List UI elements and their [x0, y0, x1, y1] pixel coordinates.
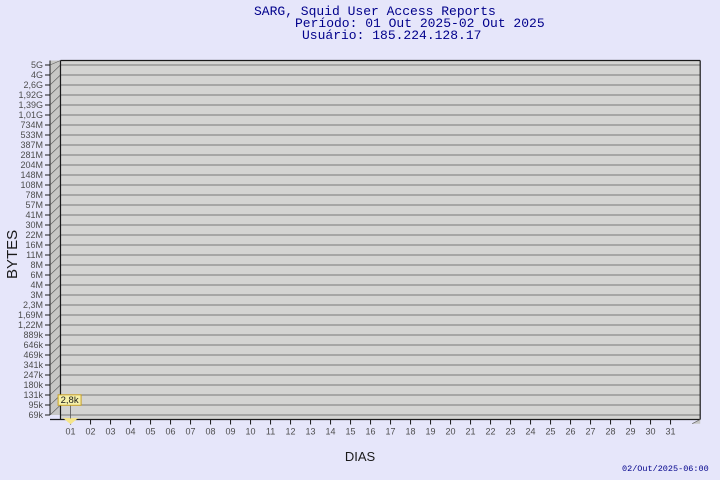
svg-text:180k: 180k	[23, 380, 43, 390]
svg-text:12: 12	[286, 427, 296, 437]
svg-text:148M: 148M	[20, 170, 43, 180]
svg-text:02: 02	[86, 427, 96, 437]
svg-text:11: 11	[266, 427, 275, 437]
svg-text:131k: 131k	[23, 390, 43, 400]
svg-text:1,39G: 1,39G	[18, 100, 43, 110]
svg-text:24: 24	[526, 427, 536, 437]
svg-text:30: 30	[646, 427, 656, 437]
svg-text:1,22M: 1,22M	[18, 320, 43, 330]
svg-text:18: 18	[406, 427, 416, 437]
svg-text:4M: 4M	[30, 280, 43, 290]
svg-text:387M: 387M	[20, 140, 43, 150]
svg-text:22M: 22M	[25, 230, 43, 240]
svg-text:22: 22	[486, 427, 496, 437]
svg-text:08: 08	[206, 427, 216, 437]
svg-text:21: 21	[466, 427, 476, 437]
svg-text:247k: 247k	[23, 370, 43, 380]
svg-text:57M: 57M	[25, 200, 43, 210]
svg-text:2,8k: 2,8k	[61, 395, 79, 406]
svg-text:28: 28	[606, 427, 616, 437]
svg-text:533M: 533M	[20, 130, 43, 140]
svg-text:10: 10	[246, 427, 256, 437]
svg-text:16M: 16M	[25, 240, 43, 250]
svg-text:78M: 78M	[25, 190, 43, 200]
svg-text:6M: 6M	[30, 270, 43, 280]
svg-text:281M: 281M	[20, 150, 43, 160]
svg-text:1,01G: 1,01G	[18, 110, 43, 120]
svg-text:1,92G: 1,92G	[18, 90, 43, 100]
svg-text:2,6G: 2,6G	[23, 80, 43, 90]
svg-text:8M: 8M	[30, 260, 43, 270]
svg-text:26: 26	[566, 427, 576, 437]
svg-text:20: 20	[446, 427, 456, 437]
svg-text:204M: 204M	[20, 160, 43, 170]
svg-text:69k: 69k	[28, 410, 43, 420]
svg-text:4G: 4G	[31, 70, 43, 80]
svg-text:30M: 30M	[25, 220, 43, 230]
svg-text:31: 31	[666, 427, 676, 437]
svg-text:16: 16	[366, 427, 376, 437]
svg-text:108M: 108M	[20, 180, 43, 190]
svg-text:469k: 469k	[23, 350, 43, 360]
svg-text:13: 13	[306, 427, 316, 437]
svg-text:341k: 341k	[23, 360, 43, 370]
svg-text:17: 17	[386, 427, 396, 437]
svg-text:889k: 889k	[23, 330, 43, 340]
svg-text:646k: 646k	[23, 340, 43, 350]
svg-text:95k: 95k	[28, 400, 43, 410]
svg-text:19: 19	[426, 427, 436, 437]
svg-text:1,69M: 1,69M	[18, 310, 43, 320]
svg-text:07: 07	[186, 427, 196, 437]
svg-text:04: 04	[126, 427, 136, 437]
svg-text:11M: 11M	[26, 250, 43, 260]
svg-text:2,3M: 2,3M	[23, 300, 43, 310]
svg-text:05: 05	[146, 427, 156, 437]
svg-text:09: 09	[226, 427, 236, 437]
svg-text:01: 01	[66, 427, 76, 437]
svg-text:14: 14	[326, 427, 336, 437]
svg-text:03: 03	[106, 427, 116, 437]
svg-text:41M: 41M	[25, 210, 43, 220]
svg-text:27: 27	[586, 427, 596, 437]
svg-text:06: 06	[166, 427, 176, 437]
svg-text:3M: 3M	[30, 290, 43, 300]
svg-text:5G: 5G	[31, 60, 43, 70]
svg-text:23: 23	[506, 427, 516, 437]
svg-text:25: 25	[546, 427, 556, 437]
svg-text:15: 15	[346, 427, 356, 437]
svg-text:734M: 734M	[20, 120, 43, 130]
svg-text:29: 29	[626, 427, 636, 437]
